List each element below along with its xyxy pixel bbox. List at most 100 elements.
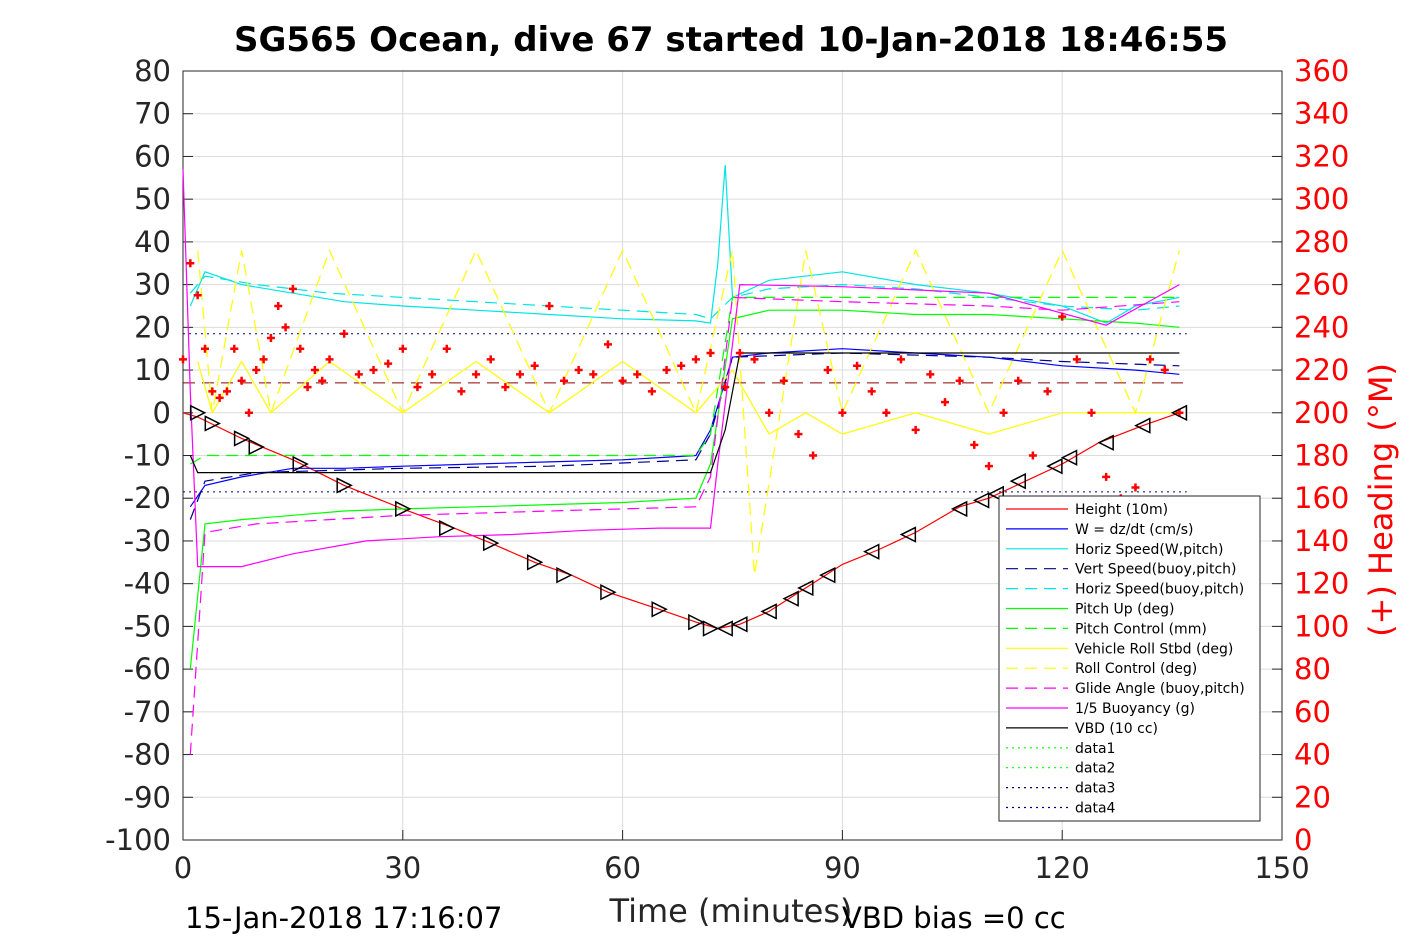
- y-tick-label: 0: [153, 396, 171, 430]
- heading-marker: [303, 383, 312, 392]
- heading-marker: [882, 408, 891, 417]
- legend-box: [998, 495, 1261, 822]
- triangle-marker: [688, 613, 705, 631]
- y-tick-label: 30: [134, 268, 171, 302]
- y-tick-label: -100: [105, 823, 171, 857]
- heading-marker: [186, 259, 195, 268]
- footer-timestamp: 15-Jan-2018 17:16:07: [185, 901, 502, 935]
- y-right-tick-label: 300: [1294, 182, 1349, 216]
- heading-marker: [179, 355, 187, 364]
- triangle-marker: [760, 603, 777, 620]
- heading-marker: [369, 366, 378, 375]
- heading-marker: [1087, 408, 1096, 417]
- heading-marker: [633, 370, 642, 379]
- heading-marker: [545, 301, 554, 310]
- heading-marker: [354, 370, 363, 379]
- y-right-tick-label: 80: [1294, 652, 1331, 686]
- heading-marker: [516, 370, 525, 379]
- heading-marker: [867, 387, 876, 396]
- x-tick-label: 90: [824, 851, 861, 885]
- triangle-marker: [1060, 449, 1078, 466]
- y-tick-label: 70: [134, 97, 171, 131]
- triangle-marker: [950, 500, 968, 518]
- y-tick-labels: 80 70 60 50 40 30 20 10 0 -10 -20 -30 -40 -50 -60 -70 -8…: [105, 54, 171, 857]
- series-line-horiz-speed-w: [189, 164, 1180, 324]
- triangle-markers: [189, 404, 1188, 637]
- triangle-marker: [716, 620, 733, 637]
- heading-marker: [230, 344, 239, 353]
- heading-marker: [677, 361, 686, 370]
- series-line-vert-speed-buoy: [189, 352, 1180, 520]
- y-tick-label: -60: [124, 652, 171, 686]
- y-right-tick-label: 180: [1294, 439, 1349, 473]
- triangle-marker: [972, 492, 990, 509]
- series-line-vbd: [189, 352, 1180, 474]
- triangle-marker: [233, 430, 251, 447]
- heading-marker: [897, 355, 906, 364]
- triangle-marker: [651, 601, 668, 618]
- heading-marker: [706, 348, 715, 357]
- triangle-marker: [731, 616, 748, 633]
- triangle-marker: [248, 438, 265, 456]
- series-line-buoyancy: [182, 169, 1180, 568]
- legend-label: 1/5 Buoyancy (g): [1075, 701, 1195, 717]
- heading-marker: [310, 366, 319, 375]
- triangle-marker: [987, 485, 1005, 503]
- heading-marker: [457, 387, 466, 396]
- y-tick-label: 40: [134, 225, 171, 259]
- triangle-marker: [899, 526, 917, 543]
- triangle-marker: [782, 590, 799, 607]
- triangle-marker: [797, 579, 814, 597]
- y-right-tick-label: 260: [1294, 268, 1349, 302]
- heading-marker: [237, 376, 246, 385]
- triangle-marker: [482, 534, 500, 552]
- y-tick-label: -50: [124, 609, 171, 643]
- heading-marker: [574, 366, 583, 375]
- heading-marker: [853, 361, 862, 370]
- heading-marker: [1146, 355, 1155, 364]
- y-right-tick-label: 340: [1294, 97, 1349, 131]
- heading-marker: [472, 370, 481, 379]
- heading-marker: [384, 359, 393, 368]
- heading-marker: [1028, 451, 1037, 460]
- triangle-marker: [336, 477, 353, 494]
- heading-marker: [1072, 355, 1081, 364]
- heading-marker: [208, 387, 217, 396]
- heading-marker: [911, 425, 920, 434]
- heading-marker: [325, 355, 334, 364]
- x-axis-label: Time (minutes): [609, 892, 853, 930]
- y-right-tick-label: 0: [1294, 823, 1312, 857]
- series-line-horiz-speed-buoy: [189, 275, 1180, 320]
- legend-label: W = dz/dt (cm/s): [1075, 522, 1194, 538]
- heading-marker: [274, 301, 283, 310]
- y-tick-label: -20: [124, 481, 171, 515]
- heading-marker: [413, 383, 422, 392]
- heading-marker: [215, 393, 224, 402]
- heading-marker: [288, 284, 297, 293]
- heading-marker: [442, 344, 451, 353]
- triangle-marker: [1134, 417, 1151, 434]
- triangle-marker: [1046, 457, 1063, 475]
- heading-marker: [398, 344, 407, 353]
- heading-marker: [955, 376, 964, 385]
- triangle-marker: [1009, 472, 1026, 490]
- y-tick-label: -30: [124, 524, 171, 558]
- heading-marker: [559, 376, 568, 385]
- y-tick-label: 20: [134, 310, 171, 344]
- heading-marker: [428, 370, 437, 379]
- legend-label: Vert Speed(buoy,pitch): [1075, 562, 1237, 578]
- heading-marker: [200, 344, 209, 353]
- heading-marker: [721, 383, 730, 392]
- triangle-marker: [395, 500, 412, 518]
- heading-marker: [501, 383, 510, 392]
- y-tick-label: 10: [134, 353, 171, 387]
- heading-marker: [589, 370, 598, 379]
- y-right-tick-label: 240: [1294, 310, 1349, 344]
- y-tick-label: -40: [124, 567, 171, 601]
- chart-title: SG565 Ocean, dive 67 started 10-Jan-2018…: [234, 20, 1228, 60]
- heading-marker: [1131, 483, 1140, 492]
- y-tick-label: -10: [124, 439, 171, 473]
- heading-marker: [735, 348, 744, 357]
- y-right-tick-label: 320: [1294, 139, 1349, 173]
- y-right-tick-label: 220: [1294, 353, 1349, 387]
